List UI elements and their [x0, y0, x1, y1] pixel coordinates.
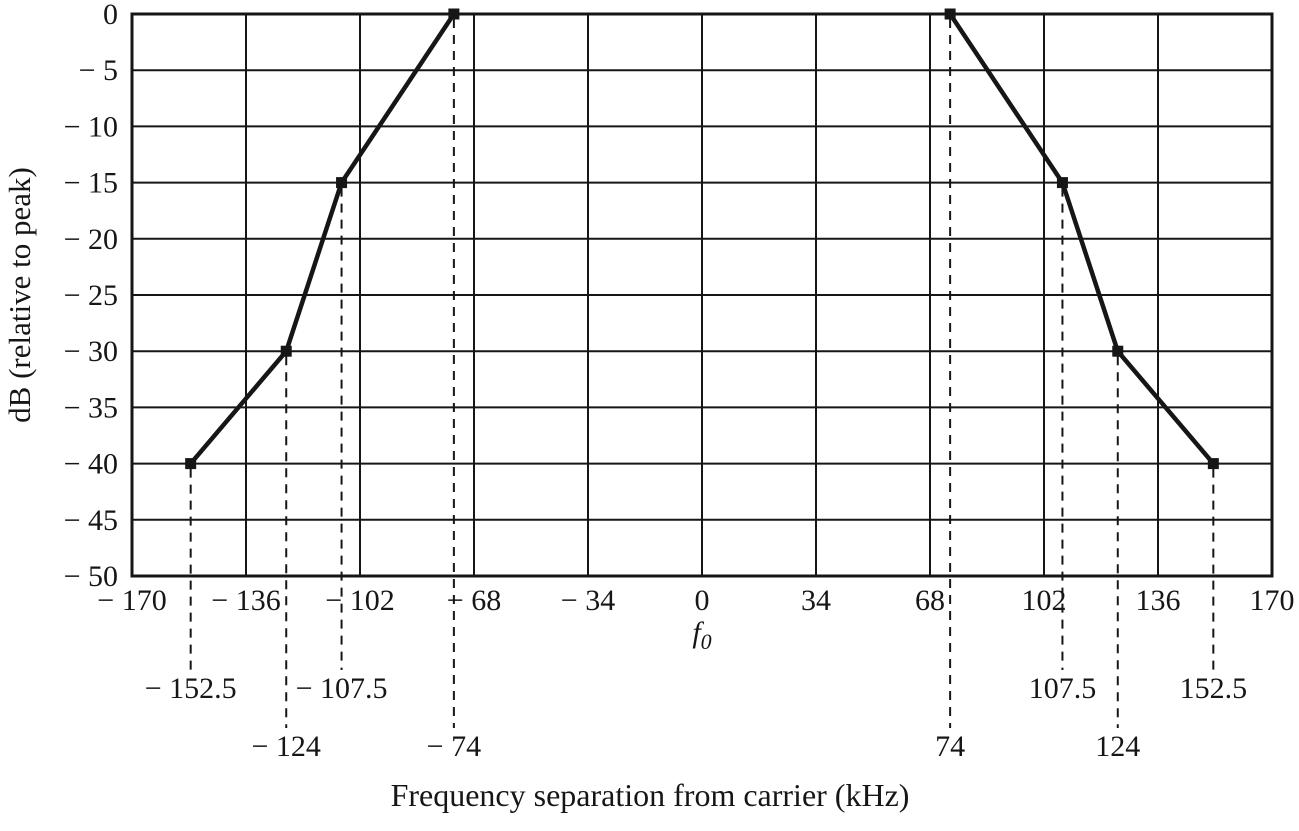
point-frequency-label: − 152.5: [145, 672, 237, 705]
y-tick-label: − 45: [64, 504, 118, 537]
x-tick-label: 68: [915, 584, 945, 617]
point-frequency-label: − 124: [252, 730, 321, 763]
carrier-frequency-label: f0: [692, 616, 711, 654]
x-tick-label: − 34: [561, 584, 615, 617]
x-tick-label: 102: [1022, 584, 1067, 617]
y-axis-label: dB (relative to peak): [2, 167, 37, 423]
data-point-marker: [448, 8, 460, 20]
y-tick-label: − 50: [64, 560, 118, 593]
mask-line-left-mask: [188, 12, 456, 466]
y-tick-label: − 10: [64, 110, 118, 143]
x-axis-label: Frequency separation from carrier (kHz): [391, 777, 910, 813]
x-tick-label: − 170: [97, 584, 166, 617]
point-frequency-label: 74: [935, 730, 965, 763]
point-frequency-label: − 74: [427, 730, 481, 763]
point-frequency-label: − 107.5: [296, 672, 388, 705]
data-point-marker: [280, 345, 292, 357]
x-tick-label: 170: [1250, 584, 1295, 617]
y-tick-label: − 35: [64, 391, 118, 424]
y-tick-label: − 15: [64, 167, 118, 200]
plot-border: [130, 12, 1274, 578]
data-point-marker: [944, 8, 956, 20]
x-tick-label: 34: [801, 584, 831, 617]
x-tick-label: − 136: [211, 584, 280, 617]
point-frequency-label: 124: [1095, 730, 1140, 763]
data-point-marker: [1056, 177, 1068, 189]
x-tick-label: 0: [695, 584, 710, 617]
mask-line-right-mask: [948, 12, 1216, 466]
data-point-marker: [1112, 345, 1124, 357]
point-frequency-label: 107.5: [1029, 672, 1097, 705]
x-tick-label: − 102: [325, 584, 394, 617]
point-frequency-label: 152.5: [1180, 672, 1248, 705]
data-point-marker: [1207, 458, 1219, 470]
y-tick-label: − 40: [64, 448, 118, 481]
chart-generated-content: 0 − 5 − 10 − 15 − 20 − 25 − 30 − 35 − 40 − 45 − 50…: [64, 0, 1295, 763]
x-tick-label: 136: [1136, 584, 1181, 617]
y-tick-label: − 5: [79, 54, 118, 87]
x-tick-label: − 68: [447, 584, 501, 617]
y-tick-label: 0: [103, 0, 118, 31]
data-point-marker: [336, 177, 348, 189]
y-tick-label: − 25: [64, 279, 118, 312]
y-tick-label: − 20: [64, 223, 118, 256]
y-tick-label: − 30: [64, 335, 118, 368]
data-point-marker: [185, 458, 197, 470]
